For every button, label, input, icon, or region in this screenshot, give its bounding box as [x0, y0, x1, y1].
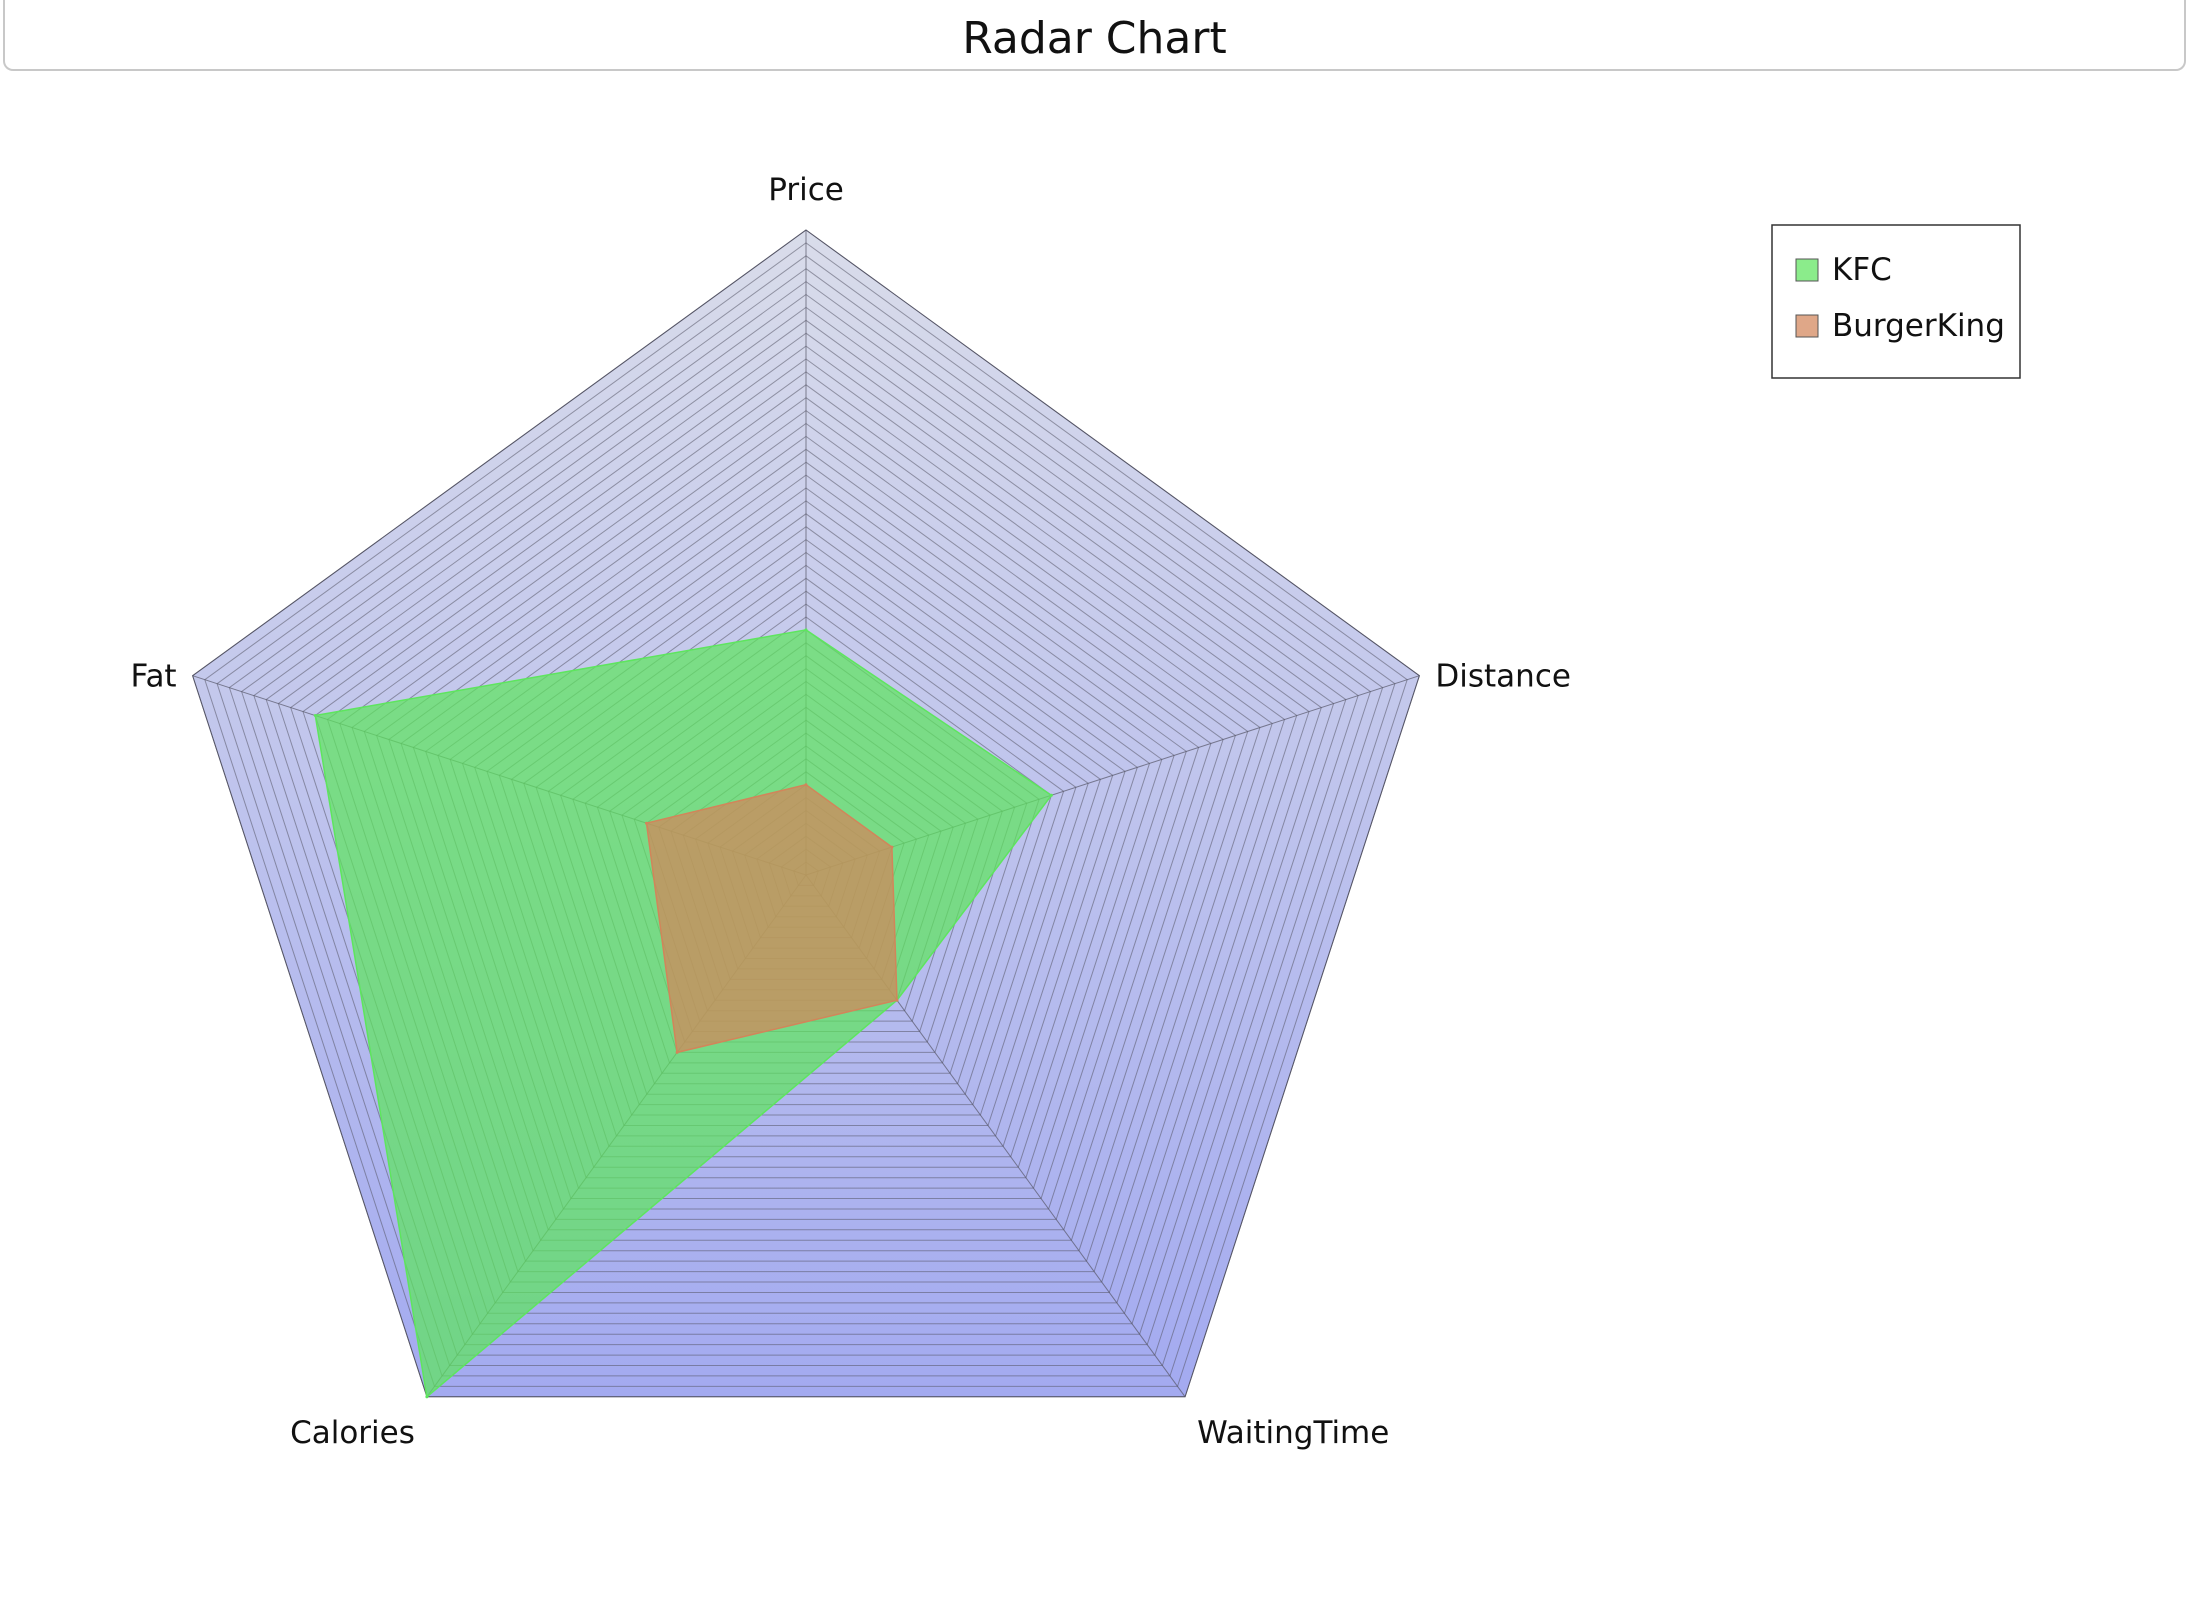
- grid-ring: [265, 306, 1347, 1335]
- series-kfc-point-price: [804, 628, 808, 632]
- series-kfc-point-calories: [425, 1395, 429, 1399]
- series-burgerking-point-price: [804, 783, 808, 787]
- series-burgerking-point-fat: [645, 821, 648, 825]
- grid-ring: [363, 409, 1249, 1252]
- grid-ring: [376, 422, 1236, 1241]
- grid-ring: [351, 397, 1261, 1262]
- legend-label-kfc: KFC: [1832, 252, 1892, 288]
- chart-title-bar: Radar Chart: [3, 0, 2186, 71]
- series-burgerking-point-distance: [890, 845, 894, 849]
- series-kfc-point-distance: [1049, 793, 1053, 797]
- axis-label-waitingtime: WaitingTime: [1197, 1415, 1389, 1451]
- legend-swatch-burgerking: [1795, 314, 1819, 338]
- grid-ring: [204, 242, 1408, 1387]
- series-burgerking-area: [645, 783, 898, 1054]
- series-burgerking-point-calories: [675, 1050, 679, 1054]
- series-burgerking-point-waitingtime: [895, 998, 899, 1002]
- axis-label-distance: Distance: [1435, 659, 1571, 695]
- legend-swatch-kfc: [1795, 258, 1819, 282]
- grid-ring: [290, 332, 1322, 1314]
- grid-ring: [302, 345, 1310, 1304]
- grid-ring: [326, 371, 1286, 1283]
- legend-box: [1771, 224, 2021, 379]
- legend-label-burgerking: BurgerKing: [1832, 308, 2005, 344]
- series-kfc-point-fat: [313, 714, 317, 717]
- grid-ring: [388, 435, 1224, 1231]
- axis-label-price: Price: [768, 172, 844, 208]
- axis-label-fat: Fat: [130, 659, 176, 695]
- grid-ring: [277, 319, 1335, 1325]
- grid-ring: [253, 293, 1359, 1346]
- axis-label-calories: Calories: [290, 1415, 415, 1451]
- chart-title: Radar Chart: [962, 13, 1227, 64]
- grid-ring: [216, 255, 1396, 1377]
- grid-ring: [241, 280, 1371, 1356]
- grid-ring: [192, 229, 1420, 1398]
- grid-ring: [228, 268, 1384, 1366]
- grid-ring: [314, 358, 1298, 1293]
- grid-ring: [339, 384, 1273, 1273]
